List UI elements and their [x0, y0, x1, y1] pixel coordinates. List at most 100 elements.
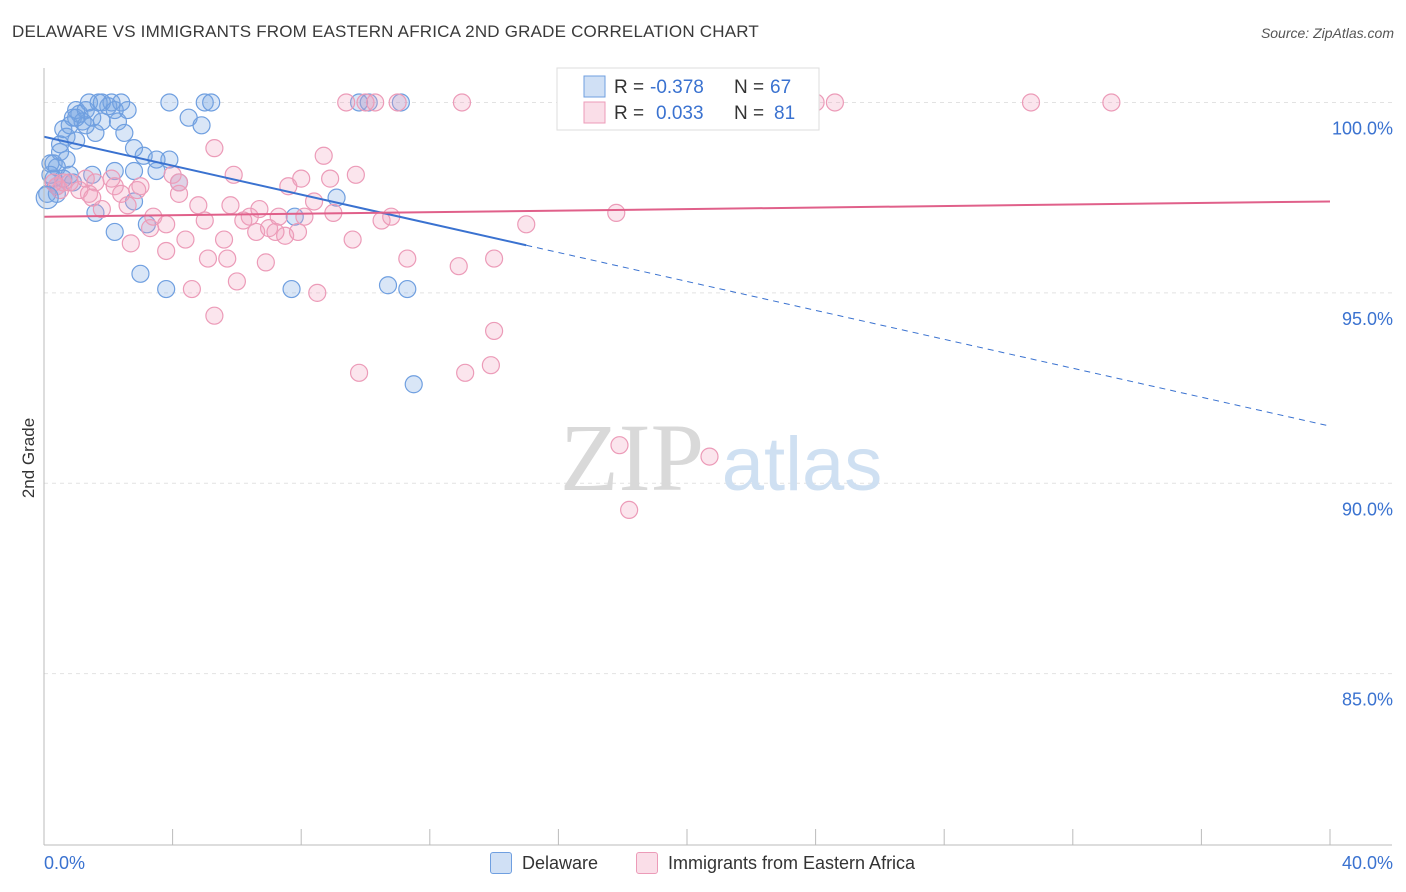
legend-item-delaware[interactable]: Delaware — [490, 852, 598, 874]
axis-layer: 100.0% 95.0% 90.0% 85.0% 0.0% 40.0% — [43, 68, 1393, 873]
series-delaware — [38, 93, 423, 394]
data-point — [343, 230, 362, 249]
data-point — [1102, 93, 1121, 112]
data-point — [205, 139, 224, 158]
stats-n-label-1: N = — [734, 77, 764, 98]
trend-line-0 — [43, 135, 527, 247]
data-point — [825, 93, 844, 112]
data-point — [86, 173, 105, 192]
data-point — [388, 93, 407, 112]
data-point — [234, 211, 253, 230]
stats-r-label-2: R = — [614, 103, 644, 124]
data-point — [86, 123, 105, 143]
data-point — [67, 108, 86, 127]
data-point — [337, 93, 356, 112]
data-point — [282, 279, 301, 299]
stats-n-value-1: 67 — [770, 77, 791, 98]
data-point — [105, 222, 124, 242]
data-point — [1021, 93, 1041, 112]
y-tick-label: 100.0% — [1332, 118, 1393, 138]
data-point — [269, 207, 288, 226]
data-point — [131, 264, 150, 283]
data-point — [449, 257, 468, 276]
data-point — [79, 93, 99, 112]
data-point — [44, 154, 63, 173]
data-point — [456, 363, 475, 382]
data-point — [321, 169, 340, 188]
data-point — [266, 222, 285, 242]
data-point — [607, 203, 626, 222]
data-point — [481, 356, 500, 375]
data-point — [198, 249, 218, 268]
data-point — [102, 169, 121, 188]
data-point — [195, 93, 214, 112]
data-point — [118, 100, 137, 120]
data-point — [295, 207, 314, 226]
grid-layer — [44, 101, 1392, 675]
stats-swatch-delaware — [583, 75, 606, 98]
legend-item-eastern-africa[interactable]: Immigrants from Eastern Africa — [636, 852, 915, 874]
y-tick-label: 90.0% — [1342, 499, 1393, 519]
data-point — [50, 142, 70, 162]
data-point — [92, 93, 111, 112]
data-point — [610, 436, 629, 455]
data-point — [452, 93, 472, 112]
watermark: ZIP atlas — [560, 404, 882, 511]
stats-n-value-2: 81 — [774, 103, 795, 124]
data-point — [124, 161, 144, 181]
legend-label-delaware: Delaware — [522, 852, 599, 873]
source-label: Source: ZipAtlas.com — [1260, 25, 1394, 41]
stats-swatch-eastern-africa — [583, 101, 606, 124]
y-tick-label: 95.0% — [1342, 309, 1393, 329]
data-point — [112, 93, 131, 112]
data-point — [118, 196, 137, 215]
watermark-zip: ZIP — [560, 404, 704, 511]
data-point — [67, 131, 86, 150]
data-point — [115, 123, 134, 143]
watermark-atlas: atlas — [722, 422, 883, 507]
data-point — [83, 108, 102, 127]
data-point — [214, 230, 234, 249]
data-point — [517, 215, 536, 234]
data-point — [182, 279, 201, 299]
data-point — [346, 165, 365, 184]
data-point — [398, 249, 417, 268]
legend-swatch-delaware — [490, 852, 512, 874]
data-point — [192, 116, 211, 135]
trend-layer — [43, 135, 1331, 427]
data-point — [157, 215, 176, 234]
data-point — [157, 279, 176, 299]
trend-line-dashed-0 — [526, 244, 1331, 427]
data-point — [349, 363, 369, 382]
stats-r-label-1: R = — [614, 77, 644, 98]
data-point — [169, 173, 189, 192]
data-point — [256, 253, 275, 272]
data-point — [128, 180, 147, 200]
data-point — [349, 93, 369, 112]
trend-line-1 — [43, 200, 1331, 218]
data-point — [221, 196, 240, 215]
data-point — [288, 222, 308, 242]
data-point — [292, 169, 311, 188]
chart-title: DELAWARE VS IMMIGRANTS FROM EASTERN AFRI… — [12, 22, 759, 41]
data-point — [700, 447, 719, 466]
data-point — [308, 283, 327, 302]
data-point — [378, 276, 398, 295]
y-tick-label: 85.0% — [1342, 690, 1393, 710]
data-point — [285, 207, 304, 226]
x-tick-label-max: 40.0% — [1342, 853, 1393, 873]
data-point — [620, 500, 639, 520]
data-point — [202, 93, 221, 112]
x-tick-label-min: 0.0% — [44, 853, 85, 873]
data-point — [189, 196, 208, 215]
data-point — [35, 186, 59, 210]
series-eastern-africa — [44, 93, 1121, 520]
data-point — [76, 169, 95, 188]
legend-swatch-eastern-africa — [636, 852, 658, 874]
y-axis-label: 2nd Grade — [19, 418, 38, 498]
data-point — [160, 93, 179, 112]
data-point — [314, 146, 333, 165]
data-point — [485, 321, 504, 341]
data-point — [134, 146, 153, 165]
